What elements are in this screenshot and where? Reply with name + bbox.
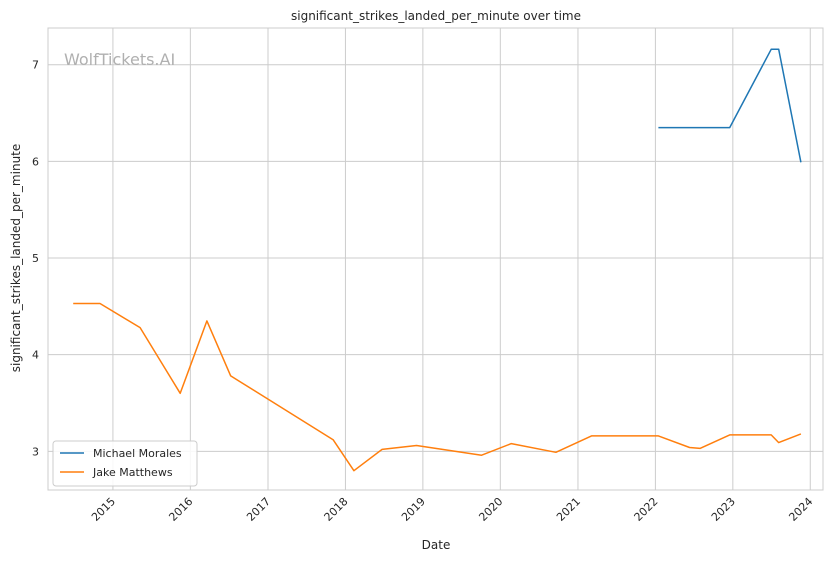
y-tick-label-5: 5 xyxy=(32,252,39,265)
chart-title: significant_strikes_landed_per_minute ov… xyxy=(291,9,581,23)
grid xyxy=(48,28,823,490)
legend-label-jake-matthews: Jake Matthews xyxy=(92,466,173,479)
legend-label-michael-morales: Michael Morales xyxy=(93,447,182,460)
x-tick-label-2023: 2023 xyxy=(709,495,738,524)
x-tick-label-2015: 2015 xyxy=(89,495,118,524)
y-tick-label-3: 3 xyxy=(32,445,39,458)
x-tick-label-2020: 2020 xyxy=(476,495,505,524)
series-line-michael-morales xyxy=(658,48,802,163)
legend-box xyxy=(52,440,198,487)
y-tick-label-4: 4 xyxy=(32,349,39,362)
x-axis-label: Date xyxy=(422,538,451,552)
series-layer xyxy=(73,48,802,472)
x-tick-label-2017: 2017 xyxy=(244,495,273,524)
x-tick-label-2016: 2016 xyxy=(166,495,195,524)
watermark-text: WolfTickets.AI xyxy=(64,50,175,69)
x-tick-label-2019: 2019 xyxy=(399,495,428,524)
y-tick-label-6: 6 xyxy=(32,155,39,168)
y-axis-label: significant_strikes_landed_per_minute xyxy=(9,144,23,373)
y-tick-label-7: 7 xyxy=(32,59,39,72)
plot-area-frame xyxy=(47,27,824,491)
series-line-jake-matthews xyxy=(73,302,802,472)
x-tick-label-2018: 2018 xyxy=(322,495,351,524)
x-tick-label-2021: 2021 xyxy=(554,495,583,524)
legend: Michael Morales Jake Matthews xyxy=(52,440,198,487)
x-tick-label-2022: 2022 xyxy=(632,495,661,524)
x-tick-label-2024: 2024 xyxy=(786,495,815,524)
